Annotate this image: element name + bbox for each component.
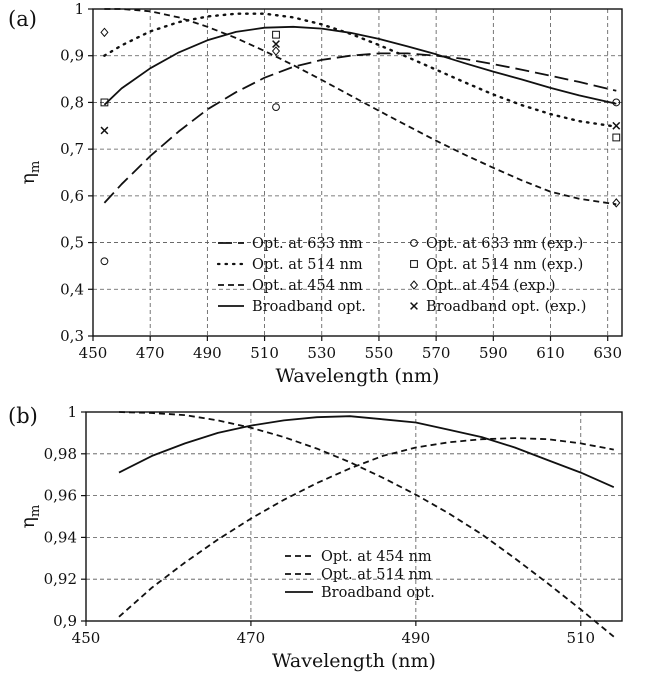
data-point-square [272, 30, 280, 39]
x-tick-label: 630 [593, 344, 622, 362]
chart-panel-b: 450 470 490 510 0,9 0,92 0,94 0,96 0,98 1 Waveleng… [8, 403, 623, 672]
y-tick-label: 0,92 [44, 570, 77, 588]
series-line-opt-at-454-nm [118, 411, 615, 638]
x-tick-label: 510 [250, 344, 279, 362]
data-point-circle [272, 103, 280, 111]
legend-label: Broadband opt. (exp.) [426, 299, 586, 315]
data-point-cross [100, 126, 109, 135]
legend-marker [410, 260, 418, 268]
series-line-broadband-opt- [118, 415, 615, 489]
x-tick-label: 550 [365, 344, 394, 362]
legend-marker [409, 280, 419, 290]
x-axis-label: Wavelength (nm) [272, 650, 436, 672]
y-tick-label: 0,9 [60, 47, 84, 65]
x-tick-label: 610 [536, 344, 565, 362]
x-tick-label: 510 [566, 629, 595, 647]
chart-panel-a: 450 470 490 510 530 550 570 590 610 630 0,3 0,4 0,5 0… [8, 0, 623, 387]
x-axis-label: Wavelength (nm) [276, 365, 440, 387]
series-line-opt-at-454-nm [104, 8, 617, 206]
y-axis-label-subscript: m [28, 161, 43, 173]
x-tick-label: 450 [79, 344, 108, 362]
legend-label: Opt. at 454 (exp.) [426, 278, 556, 294]
y-axis-label-symbol: η [17, 173, 39, 184]
y-axis-label: ηm [17, 161, 43, 185]
y-axis-label-subscript: m [28, 505, 43, 517]
data-point-diamond [100, 27, 109, 38]
legend-label: Opt. at 633 nm (exp.) [426, 236, 583, 252]
y-axis-label-symbol: η [17, 517, 39, 528]
y-tick-label: 0,7 [60, 140, 84, 158]
y-tick-label: 0,94 [44, 528, 77, 546]
legend-label: Opt. at 514 nm [321, 567, 432, 583]
series-line-broadband-opt- [103, 25, 617, 106]
x-tick-label: 470 [237, 629, 266, 647]
legend-label: Opt. at 454 nm [321, 549, 432, 565]
data-point-cross [612, 121, 621, 130]
panel-label: (b) [8, 404, 38, 428]
x-tick-label: 590 [479, 344, 508, 362]
x-tick-label: 490 [402, 629, 431, 647]
y-tick-label: 0,9 [53, 612, 77, 630]
legend-label: Opt. at 514 nm (exp.) [426, 257, 583, 273]
data-point-square [100, 98, 109, 107]
y-tick-label: 0,3 [60, 327, 84, 345]
x-tick-label: 530 [307, 344, 336, 362]
data-point-cross [272, 40, 280, 48]
x-tick-label: 570 [422, 344, 451, 362]
y-tick-label: 0,5 [60, 234, 84, 252]
data-point-diamond [612, 198, 621, 208]
panel-label: (a) [8, 7, 37, 31]
legend-label: Opt. at 514 nm [252, 257, 363, 273]
y-tick-label: 1 [74, 0, 84, 18]
series-line-opt-at-633-nm [103, 52, 617, 204]
data-point-circle [612, 98, 621, 107]
legend-marker [410, 302, 418, 310]
x-tick-label: 490 [193, 344, 222, 362]
legend-label: Opt. at 454 nm [252, 278, 363, 294]
y-tick-label: 0,6 [60, 187, 84, 205]
y-axis-label: ηm [17, 505, 43, 529]
y-tick-label: 0,96 [44, 487, 77, 505]
y-tick-label: 0,98 [44, 445, 77, 463]
series-line-opt-at-514-nm [118, 437, 614, 618]
data-point-square [612, 133, 621, 142]
plot-frame [92, 8, 623, 337]
x-tick-label: 470 [136, 344, 165, 362]
legend-marker [410, 239, 418, 247]
data-point-circle [100, 257, 109, 266]
legend-label: Broadband opt. [252, 299, 366, 315]
legend-label: Broadband opt. [321, 585, 435, 601]
y-tick-label: 1 [67, 403, 77, 421]
y-tick-label: 0,8 [60, 93, 84, 111]
x-tick-label: 450 [72, 629, 101, 647]
plot-frame [85, 411, 623, 622]
series-line-opt-at-514-nm [103, 12, 618, 128]
legend-label: Opt. at 633 nm [252, 236, 363, 252]
data-point-diamond [271, 46, 281, 56]
y-tick-label: 0,4 [60, 280, 84, 298]
